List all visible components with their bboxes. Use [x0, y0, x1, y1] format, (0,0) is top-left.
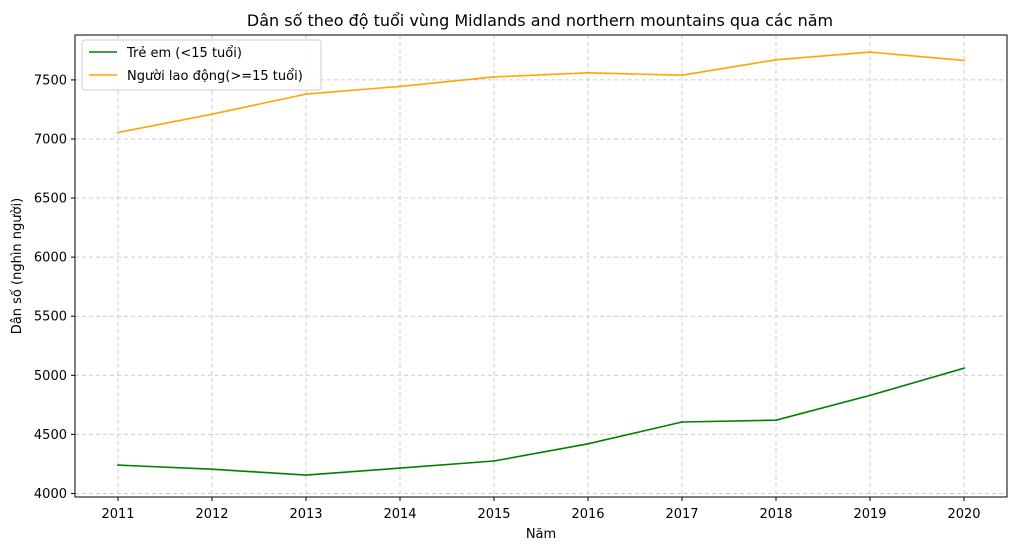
chart-title: Dân số theo độ tuổi vùng Midlands and no…	[247, 11, 833, 30]
series-1-point	[211, 113, 213, 116]
y-tick-label: 6000	[34, 251, 67, 266]
grid	[75, 35, 1007, 497]
x-tick-label: 2016	[571, 507, 604, 522]
plot-frame	[74, 34, 1008, 498]
series-line-1	[117, 51, 965, 134]
series-0-point	[963, 367, 965, 370]
series-1-point	[493, 76, 495, 78]
plot-series	[117, 51, 965, 477]
x-axis-title: Năm	[526, 527, 556, 542]
x-tick-label: 2012	[195, 507, 228, 522]
y-tick-label: 7500	[34, 73, 67, 88]
x-tick-label: 2019	[853, 507, 886, 522]
y-tick-label: 5000	[34, 369, 67, 384]
series-0-point	[211, 468, 213, 471]
series-1-point	[963, 59, 965, 62]
legend-label-children: Trẻ em (<15 tuổi)	[126, 46, 242, 61]
series-0-point	[399, 467, 401, 469]
series-0-point	[305, 474, 307, 477]
x-tick-label: 2013	[289, 507, 322, 522]
series-0-point	[681, 421, 683, 423]
x-tick-label: 2011	[101, 507, 134, 522]
series-0-point	[587, 442, 589, 445]
series-1-point	[117, 131, 119, 134]
y-tick-label: 4000	[34, 487, 67, 502]
y-axis: 4000 4500 5000 5500 6000 6500 7000 7500	[34, 73, 75, 502]
series-0-point	[869, 394, 871, 397]
series-0-point	[117, 464, 119, 466]
y-tick-label: 6500	[34, 192, 67, 207]
legend-box	[81, 39, 322, 91]
series-1-point	[681, 74, 683, 77]
series-1-point	[305, 93, 307, 95]
y-tick-label: 4500	[34, 428, 67, 443]
y-tick-label: 7000	[34, 132, 67, 147]
x-tick-label: 2018	[759, 507, 792, 522]
series-1-point	[587, 71, 589, 74]
y-tick-label: 5500	[34, 310, 67, 325]
series-0-point	[493, 460, 495, 462]
series-1-point	[775, 58, 777, 61]
legend: Trẻ em (<15 tuổi) Người lao động(>=15 tu…	[81, 39, 322, 91]
x-axis: 2011 2012 2013 2014 2015 2016 2017 2018 2019 2020	[101, 497, 981, 522]
y-axis-title: Dân số (nghìn người)	[10, 198, 25, 334]
series-1-point	[399, 85, 401, 88]
series-1-point	[869, 51, 871, 54]
x-tick-label: 2020	[947, 507, 980, 522]
x-tick-label: 2017	[665, 507, 698, 522]
series-line-0	[117, 367, 965, 476]
x-tick-label: 2014	[383, 507, 416, 522]
legend-label-workers: Người lao động(>=15 tuổi)	[127, 69, 303, 84]
series-0-point	[775, 419, 777, 422]
x-tick-label: 2015	[477, 507, 510, 522]
